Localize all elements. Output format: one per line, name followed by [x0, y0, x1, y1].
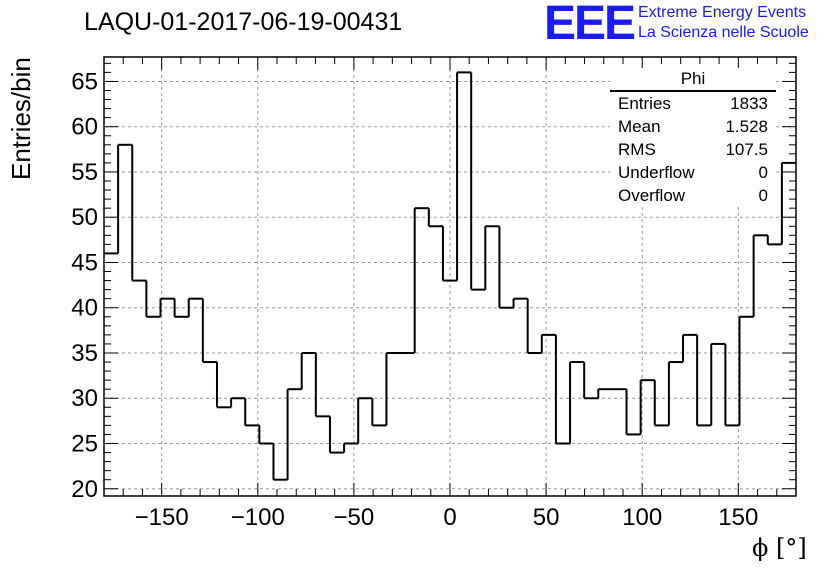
y-axis-label: Entries/bin	[6, 57, 36, 180]
chart-title: LAQU-01-2017-06-19-00431	[84, 8, 403, 36]
stats-title: Phi	[610, 68, 776, 92]
stats-label: RMS	[618, 140, 656, 159]
y-tick-label: 35	[71, 340, 98, 367]
y-tick-label: 20	[71, 476, 98, 503]
stats-row-underflow: Underflow 0	[610, 161, 776, 184]
eee-logo: EEE	[544, 0, 636, 50]
y-tick-label: 65	[71, 68, 98, 95]
stats-row-entries: Entries 1833	[610, 92, 776, 115]
stats-label: Mean	[618, 117, 661, 136]
y-tick-label: 50	[71, 204, 98, 231]
axes	[103, 56, 797, 497]
x-tick-label: 150	[718, 504, 758, 531]
x-tick-label: 100	[622, 504, 662, 531]
tick-labels: −150 −100 −50 0 50 100 150 20 25 30 35 40 45 50 55 60 65	[71, 68, 758, 531]
logo-text-line1: Extreme Energy Events	[638, 4, 807, 21]
stats-label: Underflow	[618, 163, 695, 182]
stats-label: Entries	[618, 94, 671, 113]
y-tick-label: 55	[71, 159, 98, 186]
stats-value: 1833	[730, 94, 768, 113]
x-axis-label: ϕ [°]	[752, 534, 807, 562]
x-tick-label: −50	[334, 504, 375, 531]
x-tick-label: 50	[533, 504, 560, 531]
x-tick-label: 0	[443, 504, 456, 531]
y-tick-label: 25	[71, 431, 98, 458]
stats-value: 0	[758, 163, 768, 182]
stats-row-rms: RMS 107.5	[610, 138, 776, 161]
logo-text-line2: La Scienza nelle Scuole	[638, 24, 809, 41]
y-tick-label: 30	[71, 385, 98, 412]
y-tick-label: 45	[71, 249, 98, 276]
y-tick-label: 40	[71, 295, 98, 322]
stats-value: 1.528	[725, 117, 768, 136]
stats-row-mean: Mean 1.528	[610, 115, 776, 138]
x-tick-label: −150	[135, 504, 189, 531]
stats-row-overflow: Overflow 0	[610, 184, 776, 207]
x-tick-label: −100	[231, 504, 285, 531]
y-tick-label: 60	[71, 114, 98, 141]
stats-label: Overflow	[618, 186, 686, 205]
stats-value: 0	[758, 186, 768, 205]
stats-value: 107.5	[725, 140, 768, 159]
histogram-series	[104, 71, 796, 481]
stats-box: Phi Entries 1833 Mean 1.528 RMS 107.5 Un…	[610, 68, 776, 207]
